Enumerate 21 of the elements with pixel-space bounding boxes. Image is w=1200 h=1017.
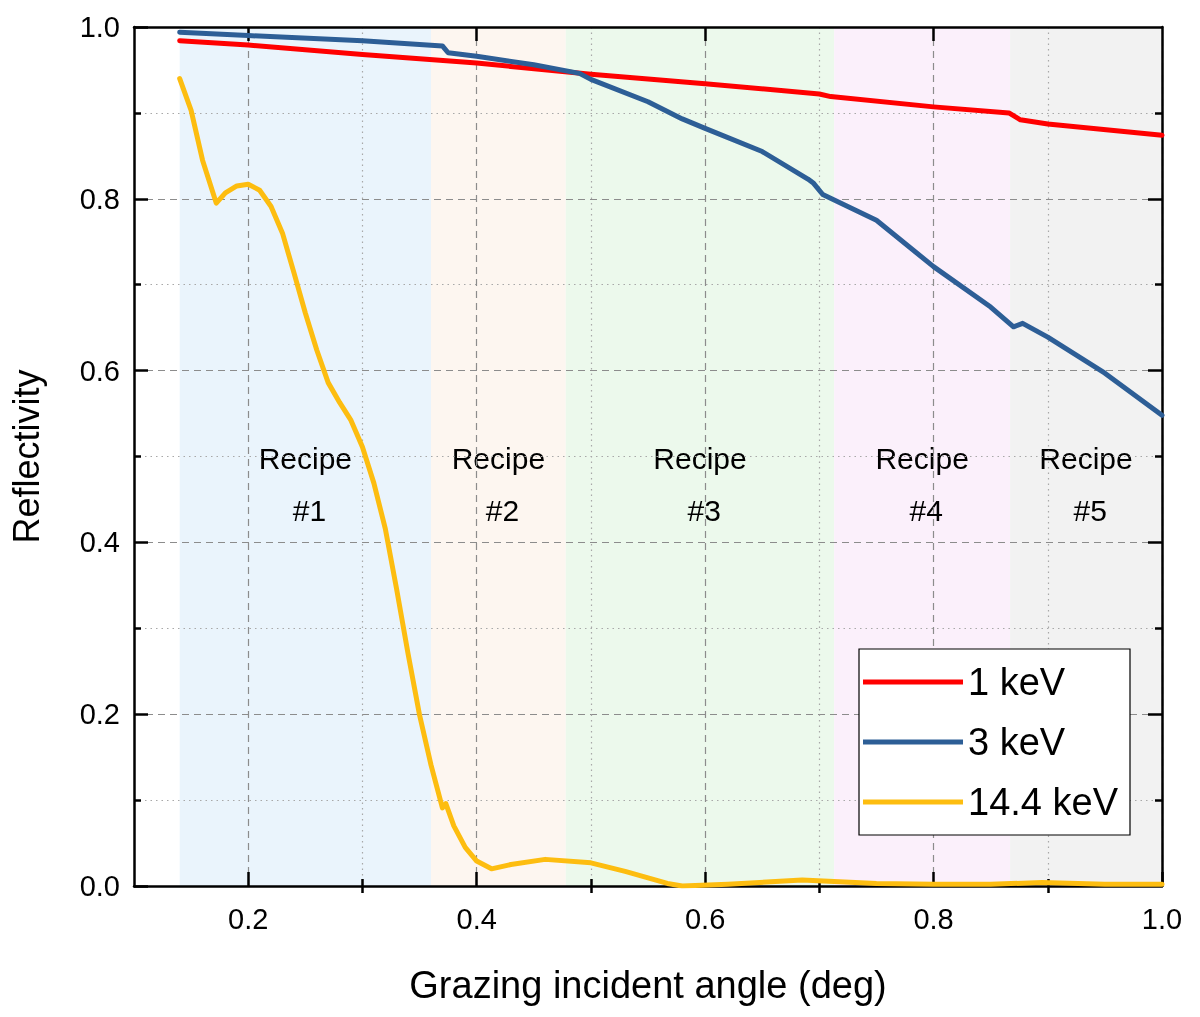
band-label: Recipe #2 [451, 442, 546, 527]
band-label: Recipe #4 [875, 442, 969, 527]
y-tick-label: 0.2 [79, 698, 120, 731]
band-label: Recipe #3 [653, 442, 747, 527]
y-tick-label: 0.4 [79, 526, 120, 559]
y-tick-label: 0.0 [79, 870, 120, 902]
y-tick-label: 1.0 [79, 11, 120, 43]
x-tick-label: 0.6 [684, 902, 726, 935]
legend-label: 3 keV [968, 721, 1066, 763]
x-tick-label: 1.0 [1141, 902, 1183, 935]
x-tick-label: 0.8 [913, 902, 954, 935]
legend-label: 14.4 keV [968, 781, 1119, 823]
y-tick-label: 0.8 [79, 182, 120, 215]
x-axis-title: Grazing incident angle (deg) [409, 964, 887, 1006]
y-tick-label: 0.6 [79, 354, 120, 387]
y-axis-title: Reflectivity [5, 369, 47, 544]
band-label: Recipe #1 [258, 442, 353, 527]
x-tick-label: 0.4 [456, 902, 497, 935]
x-tick-label: 0.2 [228, 902, 269, 935]
band-label: Recipe #5 [1039, 442, 1133, 527]
legend-label: 1 keV [968, 661, 1066, 703]
